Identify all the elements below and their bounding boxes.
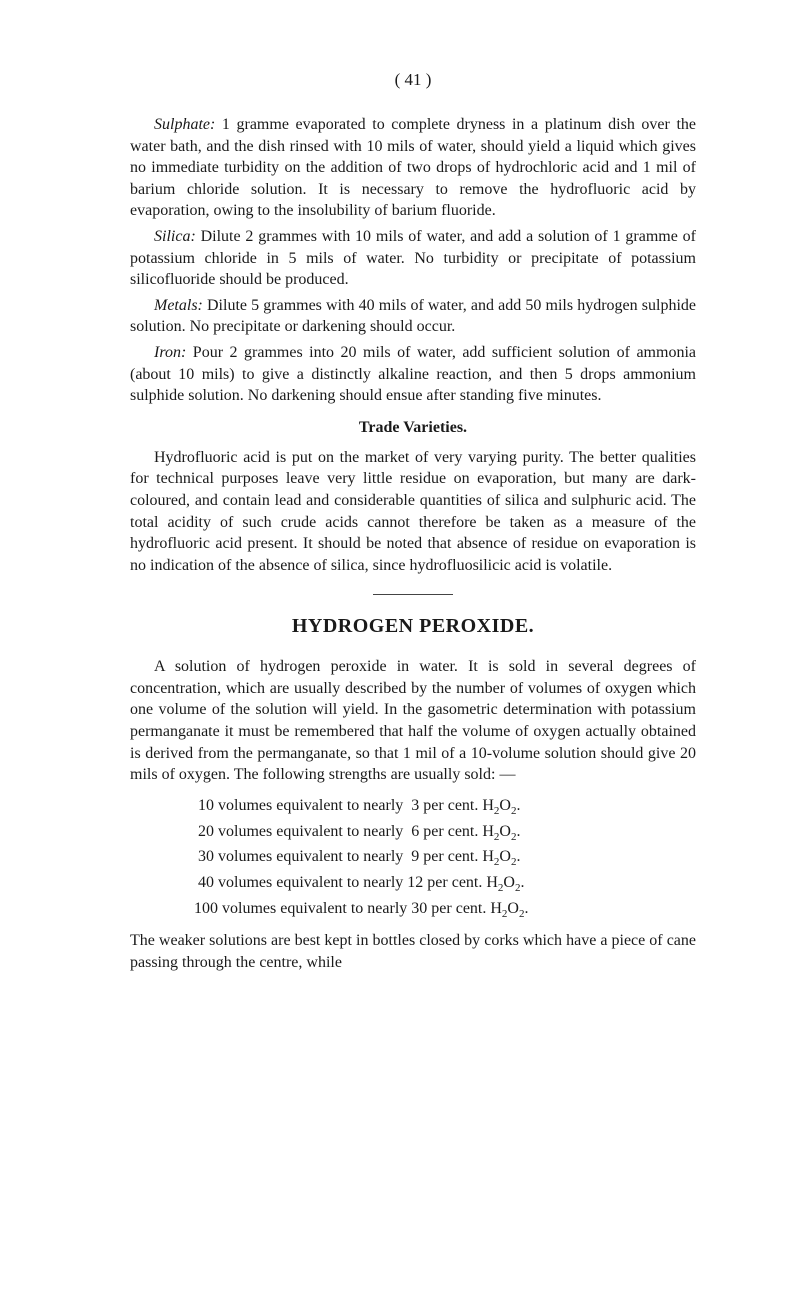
lead-iron: Iron: [154, 344, 186, 361]
heading-trade-varieties: Trade Varieties. [130, 419, 696, 437]
text-sulphate: 1 gramme evaporated to complete dryness … [130, 116, 696, 219]
lead-metals: Metals: [154, 297, 203, 314]
text-metals: Dilute 5 grammes with 40 mils of water, … [130, 297, 696, 336]
divider [373, 594, 453, 595]
lead-silica: Silica: [154, 228, 196, 245]
list-item: 100 volumes equivalent to nearly 30 per … [190, 897, 696, 923]
paragraph-silica: Silica: Dilute 2 grammes with 10 mils of… [130, 226, 696, 291]
list-item: 20 volumes equivalent to nearly 6 per ce… [190, 820, 696, 846]
paragraph-iron: Iron: Pour 2 grammes into 20 mils of wat… [130, 342, 696, 407]
text-iron: Pour 2 grammes into 20 mils of water, ad… [130, 344, 696, 404]
heading-hydrogen-peroxide: HYDROGEN PEROXIDE. [130, 615, 696, 638]
list-item: 10 volumes equivalent to nearly 3 per ce… [190, 794, 696, 820]
volumes-list: 10 volumes equivalent to nearly 3 per ce… [190, 794, 696, 922]
paragraph-sulphate: Sulphate: 1 gramme evaporated to complet… [130, 114, 696, 222]
text-silica: Dilute 2 grammes with 10 mils of water, … [130, 228, 696, 288]
paragraph-closing: The weaker solutions are best kept in bo… [130, 930, 696, 973]
paragraph-hydrogen-peroxide-intro: A solution of hydrogen peroxide in water… [130, 656, 696, 786]
list-item: 40 volumes equivalent to nearly 12 per c… [190, 871, 696, 897]
paragraph-metals: Metals: Dilute 5 grammes with 40 mils of… [130, 295, 696, 338]
lead-sulphate: Sulphate: [154, 116, 215, 133]
paragraph-trade-varieties: Hydrofluoric acid is put on the market o… [130, 447, 696, 577]
page-number: ( 41 ) [130, 70, 696, 90]
list-item: 30 volumes equivalent to nearly 9 per ce… [190, 845, 696, 871]
